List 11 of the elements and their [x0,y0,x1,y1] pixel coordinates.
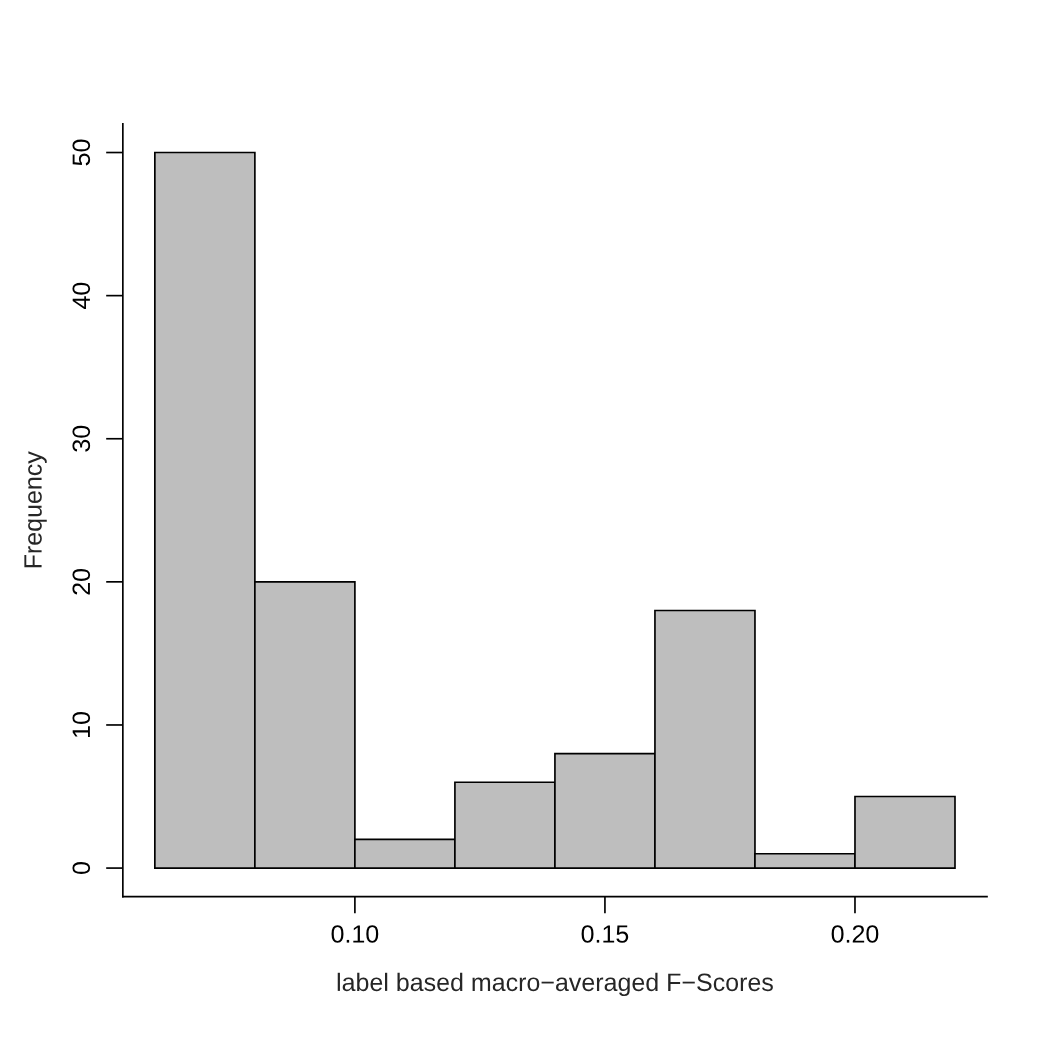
y-axis-title: Frequency [24,451,47,568]
x-axis-title: label based macro−averaged F−Scores [337,972,773,997]
x-tick-label: 0.10 [331,925,379,943]
y-tick-label: 10 [72,712,91,737]
x-tick-label: 0.15 [581,925,629,943]
y-tick-label: 50 [72,139,91,166]
y-tick-label: 0 [72,862,91,875]
y-tick-label: 40 [72,282,91,309]
x-tick-label: 0.20 [831,925,879,943]
y-tick-label: 20 [72,568,91,595]
y-tick-label: 30 [72,425,91,452]
